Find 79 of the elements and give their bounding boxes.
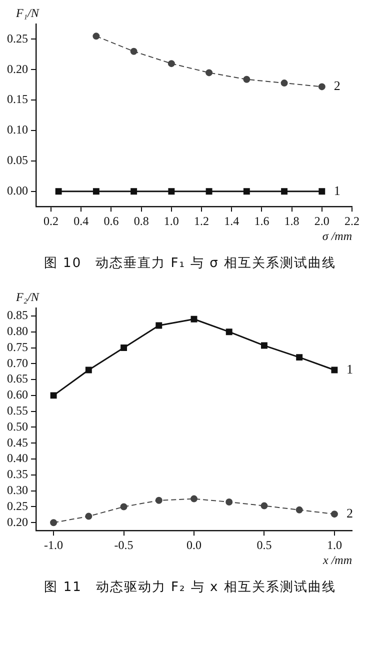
x-tick-label: 1.0 — [164, 214, 179, 228]
point — [92, 32, 100, 40]
y-tick-label: 0.10 — [7, 122, 28, 137]
point — [318, 83, 326, 90]
y-tick-label: 0.80 — [7, 324, 28, 338]
point — [55, 188, 62, 195]
x-tick-label: 0.6 — [104, 214, 119, 228]
y-tick-label: 0.30 — [7, 483, 28, 498]
point — [168, 60, 175, 68]
point — [226, 498, 233, 506]
y-tick-label: 0.45 — [7, 435, 28, 450]
x-axis-title: σ /mm — [322, 228, 352, 243]
x-tick-label: 1.0 — [326, 538, 342, 552]
y-tick-label: 0.00 — [7, 184, 28, 198]
x-tick-label: 0.2 — [44, 214, 59, 228]
series-label: 2 — [346, 505, 353, 520]
series-label: 1 — [346, 361, 353, 376]
y-tick-label: 0.50 — [7, 419, 28, 434]
y-tick-label: 0.65 — [7, 372, 28, 386]
x-tick-label: 1.8 — [284, 214, 300, 228]
point — [190, 316, 198, 322]
point — [190, 495, 198, 502]
caption: 图 10 动态垂直力 F₁ 与 σ 相互关系测试曲线 — [42, 255, 338, 272]
point — [243, 188, 250, 195]
x-tick-label: 2.2 — [344, 214, 360, 228]
y-tick-label: 0.20 — [7, 514, 28, 529]
point — [155, 496, 162, 504]
x-axis-title: x /mm — [322, 552, 352, 567]
y-tick-label: 0.25 — [7, 498, 28, 513]
point — [92, 188, 100, 195]
point — [130, 48, 138, 55]
y-tick-label: 0.70 — [7, 356, 28, 370]
x-tick-label: -0.5 — [114, 538, 134, 552]
point — [206, 69, 213, 76]
point — [130, 188, 138, 195]
x-tick-label: 1.4 — [224, 214, 240, 228]
point — [260, 502, 268, 510]
point — [168, 188, 175, 195]
y-tick-label: 0.55 — [7, 404, 28, 418]
y-tick-label: 0.40 — [7, 451, 28, 466]
point — [85, 366, 92, 374]
point — [331, 366, 338, 374]
y-tick-label: 0.15 — [7, 92, 28, 106]
y-tick-label: 0.35 — [7, 467, 28, 482]
point — [243, 76, 250, 83]
y-axis-title: F₁/N — [15, 6, 40, 20]
series-label: 2 — [334, 78, 340, 94]
y-tick-label: 0.25 — [7, 31, 28, 46]
y-axis-title: F₂/N — [15, 290, 40, 304]
x-tick-label: 0.8 — [134, 214, 149, 228]
point — [120, 503, 128, 510]
y-tick-label: 0.85 — [7, 308, 28, 322]
y-tick-label: 0.75 — [7, 340, 28, 354]
x-tick-label: 1.2 — [194, 214, 210, 228]
point — [330, 510, 338, 518]
point — [156, 322, 162, 329]
point — [261, 342, 268, 349]
x-tick-label: 0.0 — [186, 538, 202, 552]
point — [206, 188, 212, 195]
x-tick-label: 0.5 — [256, 538, 272, 552]
series-label: 1 — [334, 182, 340, 198]
x-tick-label: -1.0 — [44, 538, 64, 552]
x-tick-label: 2.0 — [314, 214, 330, 228]
point — [226, 328, 232, 336]
caption: 图 11 动态驱动力 F₂ 与 x 相互关系测试曲线 — [43, 579, 337, 596]
point — [318, 188, 326, 195]
point — [120, 344, 128, 351]
y-tick-label: 0.05 — [7, 153, 28, 168]
point — [50, 519, 58, 526]
x-tick-label: 0.4 — [74, 214, 89, 228]
point — [280, 80, 288, 87]
y-tick-label: 0.20 — [7, 62, 28, 76]
point — [50, 392, 57, 399]
x-tick-label: 1.6 — [254, 214, 270, 228]
point — [85, 512, 92, 520]
y-tick-label: 0.60 — [7, 388, 28, 402]
point — [296, 506, 303, 514]
point — [296, 354, 303, 361]
point — [281, 188, 288, 195]
